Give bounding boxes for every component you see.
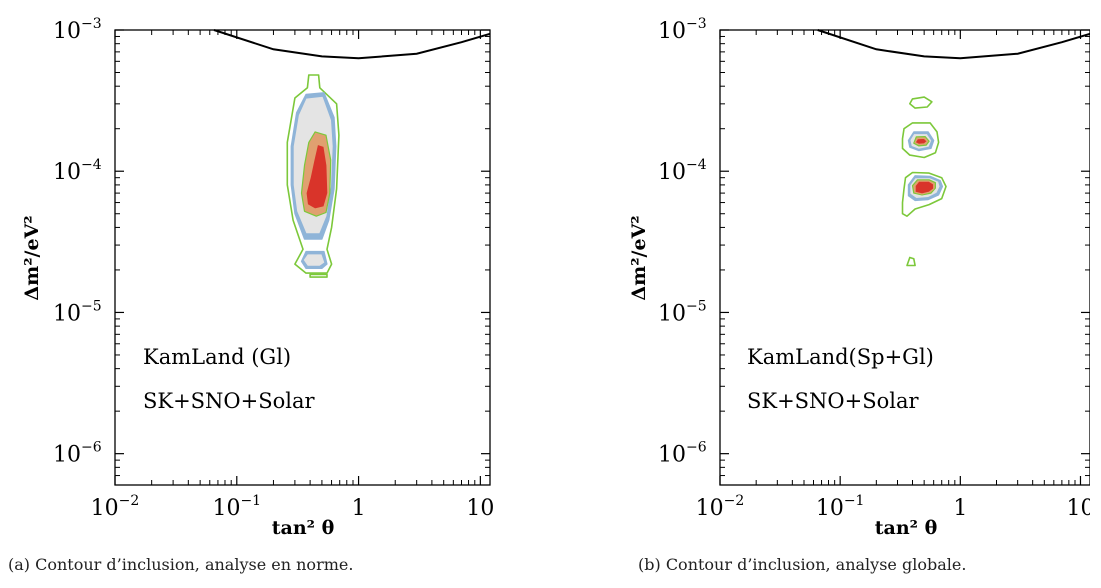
contour-region-green bbox=[901, 122, 940, 159]
x-axis-label: tan² θ bbox=[272, 517, 335, 539]
x-axis-label: tan² θ bbox=[875, 517, 938, 539]
x-tick-label: 10−2 bbox=[696, 493, 745, 521]
y-axis-label: Δm²/eV² bbox=[21, 215, 43, 300]
y-tick-label: 10−6 bbox=[658, 440, 707, 468]
figure-caption-b: (b) Contour d’inclusion, analyse globale… bbox=[638, 555, 967, 574]
x-tick-label: 1 bbox=[953, 496, 967, 521]
contour-plot-a: 10−2 10−1 1 10 10−6 10−5 10−4 10−3 KamLand (Gl)… bbox=[21, 16, 494, 539]
y-tick-label: 10−5 bbox=[53, 298, 102, 326]
contour-plot-b: 10−2 10−1 1 10 10−6 10−5 10−4 10−3 KamLand(Sp+G… bbox=[628, 16, 1090, 539]
contour-region-red bbox=[914, 137, 928, 145]
panel-a: 10−2 10−1 1 10 10−6 10−5 10−4 10−3 KamLand (Gl)… bbox=[0, 0, 540, 588]
y-axis-label: Δm²/eV² bbox=[628, 215, 650, 300]
y-tick-label: 10−6 bbox=[53, 440, 102, 468]
contour-region-grey bbox=[302, 253, 326, 267]
contour-region-green bbox=[908, 96, 933, 109]
plot-frame bbox=[719, 29, 1090, 486]
plot-frame bbox=[114, 29, 491, 486]
panel-b: 10−2 10−1 1 10 10−6 10−5 10−4 10−3 KamLand(Sp+G… bbox=[550, 0, 1090, 588]
x-tick-label: 10−2 bbox=[91, 493, 140, 521]
legend-line-2: SK+SNO+Solar bbox=[747, 389, 920, 413]
contour-region-green bbox=[901, 171, 947, 217]
legend-line-1: KamLand (Gl) bbox=[143, 345, 291, 369]
y-tick-label: 10−4 bbox=[53, 157, 102, 185]
y-tick-label: 10−5 bbox=[658, 298, 707, 326]
x-tick-label: 10 bbox=[1066, 496, 1090, 521]
contour-region-green bbox=[906, 256, 916, 267]
contour-region-red bbox=[914, 180, 935, 195]
figure-caption-a: (a) Contour d’inclusion, analyse en norm… bbox=[8, 555, 354, 574]
contour-region-green bbox=[309, 273, 328, 278]
exclusion-curve bbox=[817, 29, 1090, 60]
contour-region-red bbox=[305, 143, 329, 210]
x-tick-label: 10 bbox=[466, 496, 494, 521]
x-tick-label: 1 bbox=[352, 496, 366, 521]
y-tick-label: 10−3 bbox=[53, 16, 102, 44]
legend-line-1: KamLand(Sp+Gl) bbox=[747, 345, 934, 369]
y-tick-label: 10−3 bbox=[658, 16, 707, 44]
contour-region-green bbox=[286, 74, 340, 274]
exclusion-curve bbox=[213, 29, 491, 60]
x-tick-label: 10−1 bbox=[816, 493, 865, 521]
y-tick-label: 10−4 bbox=[658, 157, 707, 185]
legend-line-2: SK+SNO+Solar bbox=[143, 389, 316, 413]
x-tick-label: 10−1 bbox=[212, 493, 261, 521]
